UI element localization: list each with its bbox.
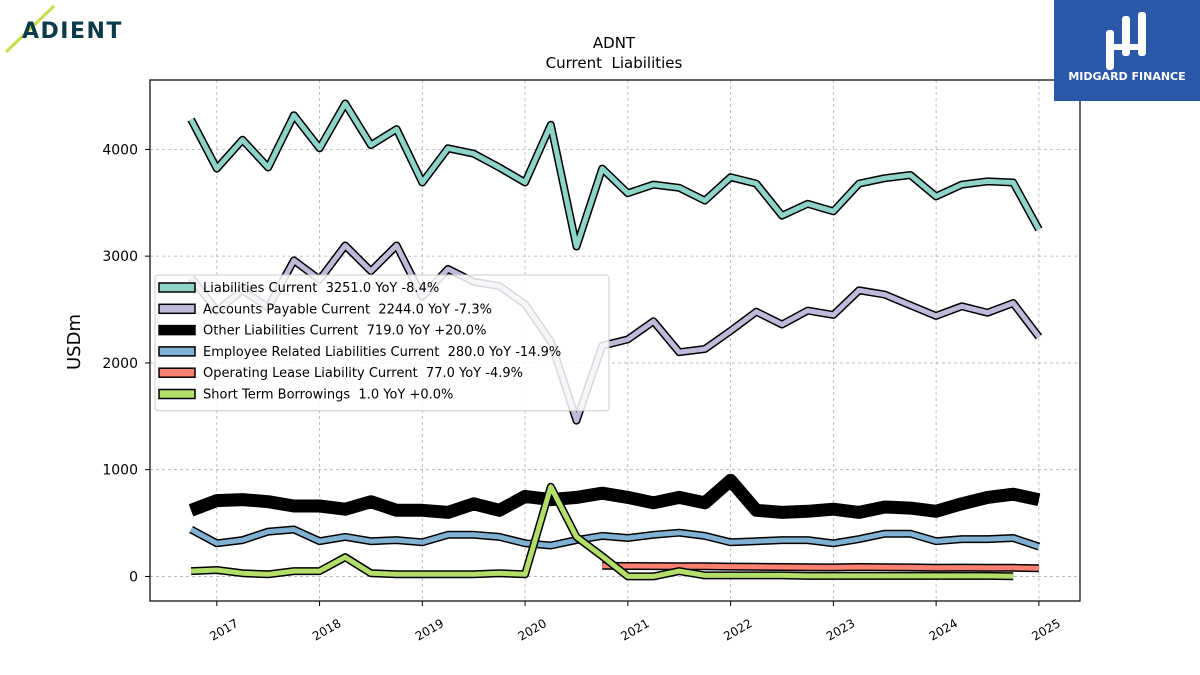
legend-entry: Employee Related Liabilities Current 280… (203, 345, 561, 360)
series-line-stroke (190, 484, 1014, 579)
y-tick-label: 4000 (102, 142, 138, 158)
legend-swatch (158, 303, 196, 315)
series-line (187, 241, 1043, 425)
legend-swatch (158, 282, 196, 293)
legend-entry: Accounts Payable Current 2244.0 YoY -7.3… (203, 302, 492, 317)
y-tick-label: 2000 (102, 356, 138, 372)
x-tick-label: 2025 (1029, 616, 1062, 643)
adient-logo: ADIENT (0, 0, 140, 60)
plot-area-frame (149, 79, 1081, 602)
x-tick-label: 2023 (824, 616, 857, 643)
adient-logo-text: ADIENT (22, 19, 123, 44)
legend-entry: Operating Lease Liability Current 77.0 Y… (203, 366, 523, 381)
legend-entry: Liabilities Current 3251.0 YoY -8.4% (203, 281, 439, 296)
series-line (189, 525, 1041, 551)
adient-logo-accent (4, 4, 56, 54)
series-line-stroke (189, 475, 1040, 518)
y-tick-label: 0 (129, 569, 138, 585)
legend-swatch (158, 367, 196, 378)
x-tick-label: 2021 (618, 616, 651, 643)
legend-entry: Other Liabilities Current 719.0 YoY +20.… (203, 324, 486, 339)
x-tick-label: 2020 (516, 616, 549, 643)
y-axis-label: USDm (64, 314, 85, 370)
legend-entry: Short Term Borrowings 1.0 YoY +0.0% (203, 388, 453, 403)
midgard-finance-logo: MIDGARD FINANCE (1054, 0, 1200, 101)
y-tick-label: 1000 (102, 463, 138, 479)
series-line (188, 473, 1041, 519)
x-tick-label: 2019 (413, 616, 446, 643)
legend-swatch (158, 324, 196, 336)
series-line-stroke (189, 243, 1041, 424)
legend-box (154, 274, 610, 412)
x-tick-label: 2017 (207, 616, 240, 643)
legend: Liabilities Current 3251.0 YoY -8.4% Acco… (154, 274, 610, 412)
series-line (190, 482, 1014, 581)
series-line-stroke (602, 563, 1039, 571)
series-line-stroke (189, 527, 1040, 549)
x-tick-label: 2024 (927, 616, 960, 643)
legend-swatch (158, 388, 196, 400)
series-line (187, 99, 1043, 251)
series-lines (187, 99, 1043, 581)
series-line (602, 561, 1039, 573)
midgard-emblem-icon (1106, 12, 1146, 70)
midgard-logo-text: MIDGARD FINANCE (1068, 70, 1185, 83)
legend-swatch (158, 346, 196, 357)
x-tick-label: 2018 (310, 616, 343, 643)
y-tick-label: 3000 (102, 249, 138, 265)
chart-subtitle: Current Liabilities (546, 54, 683, 72)
x-tick-label: 2022 (721, 616, 754, 643)
chart-title: ADNT (593, 34, 636, 52)
series-line-stroke (188, 101, 1042, 249)
